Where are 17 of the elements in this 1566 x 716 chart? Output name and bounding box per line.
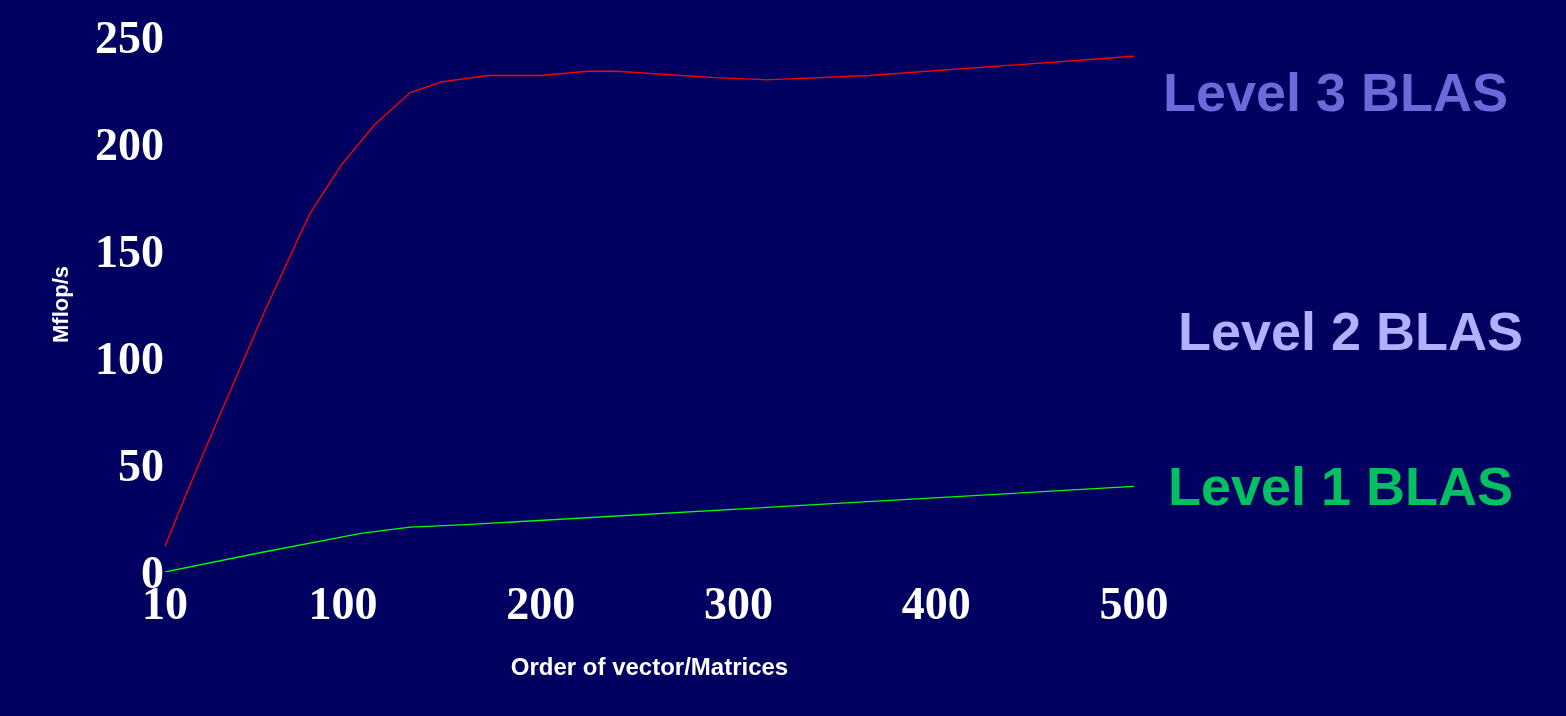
x-tick-label: 200 — [506, 578, 576, 629]
x-tick-label: 300 — [703, 578, 773, 629]
y-tick-label: 100 — [95, 333, 164, 385]
y-tick-label: 50 — [118, 440, 164, 492]
line-series — [165, 55, 1134, 547]
text: Level 1 BLAS — [1168, 456, 1514, 516]
text: Level 2 BLAS — [1178, 301, 1524, 361]
x-axis-title: Order of vector/Matrices — [510, 653, 789, 681]
x-tick-label: 100 — [308, 578, 378, 629]
y-tick-label: 150 — [95, 226, 164, 278]
x-tick-label: 400 — [901, 578, 971, 629]
y-tick-label: 200 — [95, 119, 164, 171]
y-tick-label: 250 — [95, 12, 164, 64]
y-axis-title: Mflop/s — [47, 266, 73, 343]
x-tick-label: 500 — [1099, 578, 1169, 629]
text: Level 3 BLAS — [1163, 62, 1509, 122]
line-series — [165, 485, 1134, 572]
